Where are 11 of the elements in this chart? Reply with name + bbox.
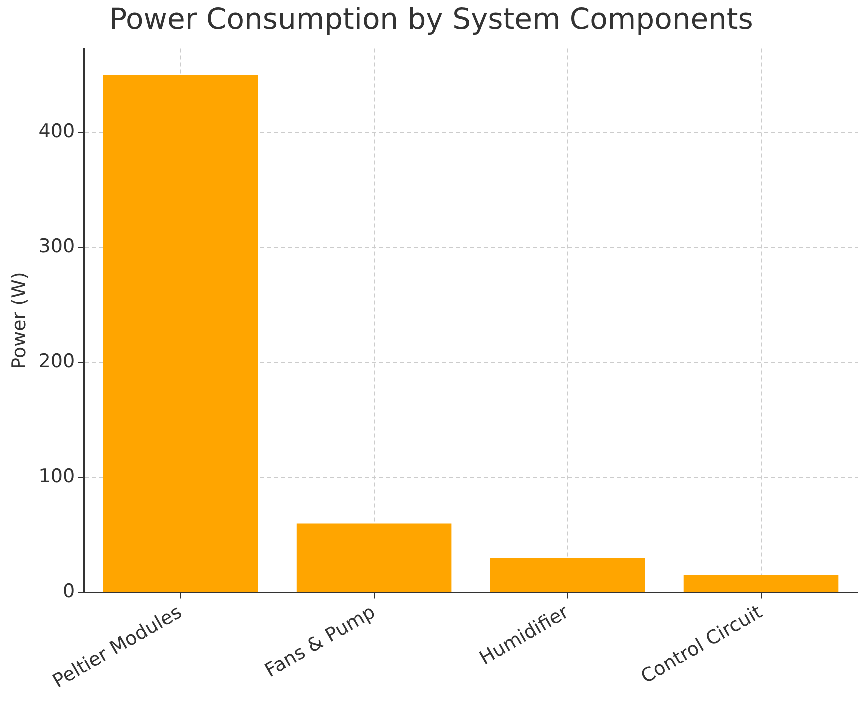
y-tick-label: 400 bbox=[38, 120, 76, 143]
y-tick-label: 200 bbox=[38, 350, 76, 373]
bar bbox=[103, 75, 258, 592]
y-tick-label: 100 bbox=[38, 466, 76, 488]
y-tick-label: 0 bbox=[62, 580, 76, 603]
y-tick-label: 300 bbox=[38, 236, 76, 258]
bar bbox=[684, 576, 839, 592]
chart-title: Power Consumption by System Components bbox=[110, 2, 754, 36]
y-axis-title: Power (W) bbox=[8, 272, 30, 370]
bar bbox=[296, 524, 452, 592]
bar bbox=[490, 558, 646, 592]
